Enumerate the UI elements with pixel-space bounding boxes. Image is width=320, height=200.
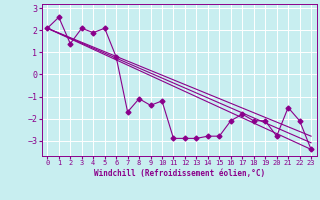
X-axis label: Windchill (Refroidissement éolien,°C): Windchill (Refroidissement éolien,°C) (94, 169, 265, 178)
